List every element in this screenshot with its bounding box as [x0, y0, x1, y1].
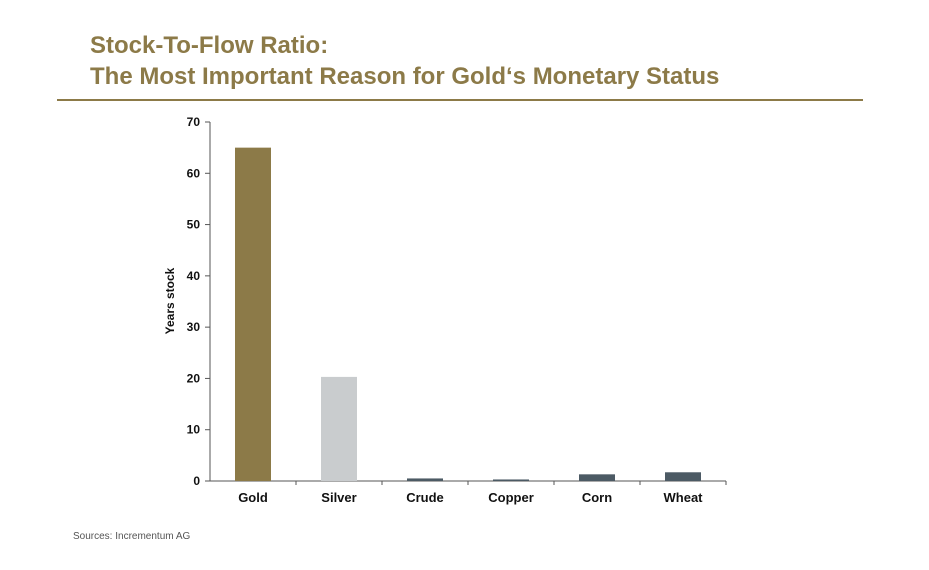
y-tick-label: 70: [187, 115, 201, 129]
y-tick-label: 40: [187, 269, 201, 283]
slide-title-line-2: The Most Important Reason for Gold‘s Mon…: [90, 63, 720, 90]
y-axis-title: Years stock: [163, 267, 177, 334]
bars: [235, 147, 701, 481]
slide-title-line-1: Stock-To-Flow Ratio:: [90, 32, 329, 59]
bar-corn: [579, 474, 615, 481]
y-tick-label: 20: [187, 371, 201, 385]
x-tick-label-crude: Crude: [406, 490, 444, 505]
slide-title: Stock-To-Flow Ratio: The Most Important …: [90, 30, 719, 92]
y-tick-label: 50: [187, 218, 201, 232]
y-axis: 0 10 20 30 40 50 60 70: [187, 115, 211, 488]
bar-crude: [407, 478, 443, 481]
bar-wheat: [665, 472, 701, 481]
x-tick-label-wheat: Wheat: [664, 490, 704, 505]
y-tick-label: 10: [187, 423, 201, 437]
source-note: Sources: Incrementum AG: [73, 531, 191, 542]
x-axis: Gold Silver Crude Copper Corn Wheat: [210, 480, 727, 505]
title-divider: [57, 99, 863, 101]
x-tick-label-copper: Copper: [488, 490, 534, 505]
y-tick-label: 60: [187, 166, 201, 180]
bar-silver: [321, 376, 357, 481]
x-tick-label-gold: Gold: [238, 490, 268, 505]
y-tick-label: 0: [193, 474, 200, 488]
x-tick-label-silver: Silver: [321, 490, 356, 505]
x-tick-label-corn: Corn: [582, 490, 612, 505]
y-tick-label: 30: [187, 320, 201, 334]
bar-copper: [493, 479, 529, 481]
bar-gold: [235, 147, 271, 481]
